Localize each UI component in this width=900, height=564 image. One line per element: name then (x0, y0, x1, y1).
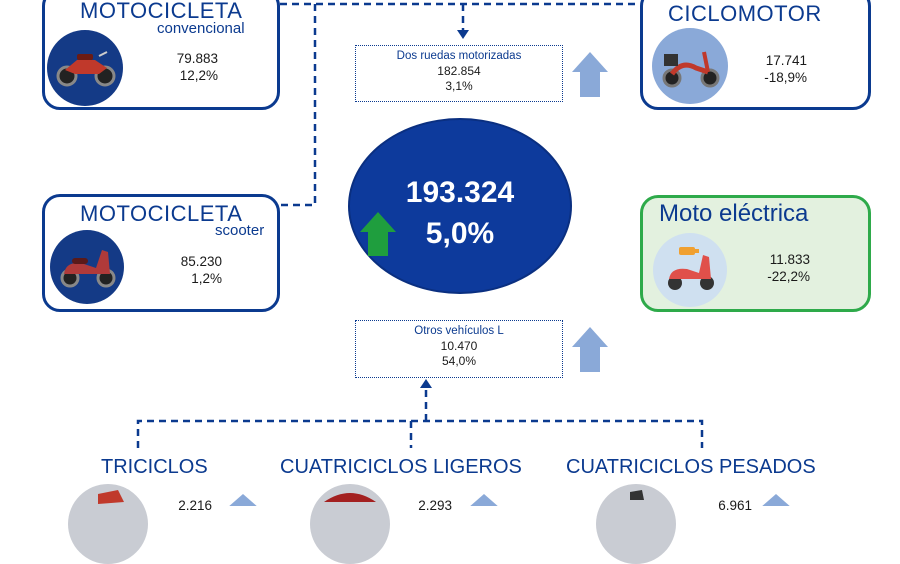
triciclos-title: TRICICLOS (101, 456, 208, 478)
moto-electrica-value: 11.833 (769, 252, 810, 267)
other-l-change: 54,0% (441, 354, 477, 368)
moto-conv-title: MOTOCICLETA (80, 0, 243, 23)
scooter-icon (50, 230, 124, 304)
up-arrow-icon (572, 327, 608, 372)
moto-electrica-values: 11.833 -22,2% (750, 251, 810, 285)
moto-scooter-value: 85.230 (180, 254, 222, 269)
moto-conv-subtitle: convencional (157, 20, 245, 37)
cuatri-ligeros-title: CUATRICICLOS LIGEROS (280, 456, 522, 478)
heavy-quadricycle-icon (596, 484, 676, 564)
green-up-arrow-icon (360, 212, 396, 256)
other-l-box: Otros vehículos L 10.470 54,0% (355, 320, 563, 378)
moto-conv-values: 79.883 12,2% (160, 50, 218, 84)
ciclomotor-values: 17.741 -18,9% (749, 52, 807, 86)
moto-conv-value: 79.883 (176, 51, 218, 66)
moto-scooter-change: 1,2% (191, 271, 222, 286)
ciclomotor-title: CICLOMOTOR (668, 1, 822, 26)
moto-electrica-title: Moto eléctrica (659, 200, 809, 227)
ciclomotor-value: 17.741 (765, 53, 807, 68)
cuatri-pesados-title: CUATRICICLOS PESADOS (566, 456, 816, 478)
two-wheelers-value: 182.854 (437, 64, 481, 78)
motorcycle-icon (47, 30, 123, 106)
two-wheelers-box: Dos ruedas motorizadas 182.854 3,1% (355, 45, 563, 102)
two-wheelers-change: 3,1% (445, 79, 473, 93)
up-arrow-icon (229, 494, 257, 506)
moto-scooter-values: 85.230 1,2% (160, 253, 222, 287)
ciclomotor-change: -18,9% (764, 70, 807, 85)
moto-conv-change: 12,2% (179, 68, 218, 83)
total-change: 5,0% (425, 217, 495, 250)
tricycle-icon (68, 484, 148, 564)
other-l-label: Otros vehículos L (414, 325, 504, 337)
moto-scooter-subtitle: scooter (215, 222, 265, 239)
quadricycle-car-icon (310, 484, 390, 564)
other-l-value: 10.470 (440, 339, 478, 353)
two-wheelers-label: Dos ruedas motorizadas (396, 50, 522, 62)
moto-scooter-title: MOTOCICLETA (80, 201, 243, 226)
total-circle (350, 120, 570, 292)
up-arrow-icon (470, 494, 498, 506)
up-arrow-icon (572, 52, 608, 97)
electric-scooter-icon (653, 233, 727, 307)
up-arrow-icon (762, 494, 790, 506)
moped-icon (652, 28, 728, 104)
total-value: 193.324 (405, 176, 515, 209)
moto-electrica-change: -22,2% (767, 269, 810, 284)
